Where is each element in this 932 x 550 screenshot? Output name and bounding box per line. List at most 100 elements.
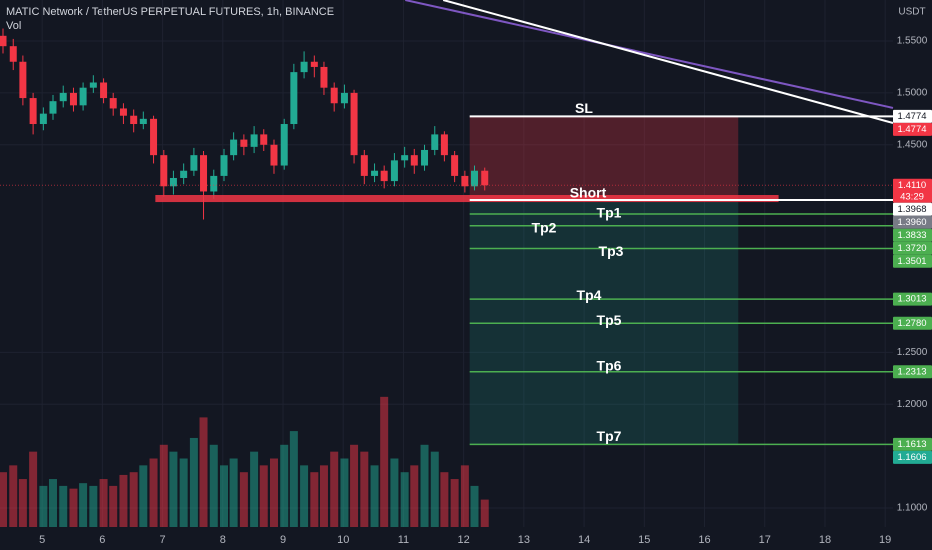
candle-body xyxy=(451,155,459,176)
volume-bar xyxy=(129,472,138,527)
x-tick-label: 11 xyxy=(398,534,409,546)
candle-body xyxy=(401,155,409,161)
volume-bar xyxy=(350,444,359,527)
price-label-box xyxy=(893,365,932,379)
volume-bar xyxy=(310,472,319,527)
volume-bar xyxy=(370,465,379,527)
candle-body xyxy=(29,98,37,125)
trendline xyxy=(405,0,894,109)
candle-body xyxy=(330,87,338,104)
candle-body xyxy=(390,160,398,182)
volume-bar xyxy=(420,444,429,527)
price-label: 1.3833 xyxy=(897,230,926,241)
candle-body xyxy=(440,134,448,156)
y-tick-label: 1.2500 xyxy=(897,347,928,358)
x-tick-label: 5 xyxy=(39,534,45,546)
x-tick-label: 19 xyxy=(879,534,891,546)
volume-bar xyxy=(400,472,409,527)
volume-bar xyxy=(0,472,8,527)
price-label-box xyxy=(893,437,932,451)
volume-bar xyxy=(450,479,459,527)
volume-bar xyxy=(39,485,48,527)
candle-body xyxy=(220,155,228,176)
volume-bar xyxy=(319,465,328,527)
volume-bar xyxy=(179,458,188,527)
volume-bar xyxy=(18,479,27,527)
candle-body xyxy=(310,61,318,67)
level-name: Tp1 xyxy=(597,205,622,221)
volume-bar xyxy=(340,458,349,527)
price-label: 1.1606 xyxy=(897,452,926,463)
price-label: 1.2780 xyxy=(897,318,926,329)
candle-body xyxy=(69,92,77,106)
volume-bar xyxy=(199,417,208,527)
candle-body xyxy=(340,92,348,104)
volume-bar xyxy=(48,479,57,527)
volume-bar xyxy=(99,479,108,527)
volume-bar xyxy=(300,465,309,527)
y-tick-label: 1.5000 xyxy=(897,88,928,99)
candle-body xyxy=(139,118,147,125)
x-tick-label: 6 xyxy=(99,534,105,546)
candle-body xyxy=(9,46,17,62)
level-name: Tp3 xyxy=(599,243,624,259)
candle-body xyxy=(169,177,177,187)
candle-body xyxy=(89,82,97,88)
volume-bar xyxy=(149,458,158,527)
candle-body xyxy=(150,118,158,156)
price-label-box xyxy=(893,292,932,306)
candle-body xyxy=(160,155,168,187)
volume-bar xyxy=(330,451,339,527)
volume-bar xyxy=(189,437,198,527)
volume-bar xyxy=(69,488,78,527)
currency-label: USDT xyxy=(898,7,925,18)
volume-bar xyxy=(119,474,128,527)
level-name: Short xyxy=(570,185,607,201)
candle-body xyxy=(0,35,7,47)
volume-bar xyxy=(9,465,18,527)
candle-body xyxy=(290,72,298,125)
volume-bar xyxy=(59,485,68,527)
candle-body xyxy=(49,101,57,114)
price-label-box xyxy=(893,178,932,203)
countdown-label: 43:29 xyxy=(900,191,924,202)
level-name: Tp6 xyxy=(597,357,622,373)
candle-body xyxy=(250,134,258,147)
candle-body xyxy=(109,98,117,109)
candle-body xyxy=(461,175,469,187)
candle-body xyxy=(270,144,278,166)
level-name: Tp2 xyxy=(532,219,557,235)
candle-body xyxy=(380,170,388,182)
level-name: Tp5 xyxy=(597,312,622,328)
price-label-box xyxy=(893,202,932,216)
price-label-box xyxy=(893,228,932,242)
volume-bar xyxy=(109,485,118,527)
price-label-box xyxy=(893,316,932,330)
candle-body xyxy=(240,139,248,147)
candle-body xyxy=(350,92,358,156)
price-label-box xyxy=(893,450,932,464)
volume-bar xyxy=(79,483,88,527)
plot-layer xyxy=(0,0,894,527)
volume-bar xyxy=(470,485,479,527)
candle-body xyxy=(481,170,489,186)
candle-body xyxy=(371,170,379,176)
risk-area xyxy=(469,116,739,200)
volume-bar xyxy=(229,458,238,527)
candle-body xyxy=(471,170,479,187)
candle-body xyxy=(79,87,87,106)
x-tick-label: 15 xyxy=(638,534,650,546)
y-tick-label: 1.5500 xyxy=(897,36,928,47)
candle-body xyxy=(410,155,418,166)
volume-bar xyxy=(380,396,389,527)
price-label-box xyxy=(893,122,932,136)
trendline xyxy=(442,0,894,124)
price-label-box xyxy=(893,254,932,268)
volume-bar xyxy=(269,458,278,527)
candle-body xyxy=(210,175,218,192)
level-name: Tp7 xyxy=(597,428,622,444)
x-tick-label: 13 xyxy=(518,534,530,546)
x-tick-label: 9 xyxy=(280,534,286,546)
price-label: 1.3720 xyxy=(897,243,926,254)
volume-bar xyxy=(289,431,298,527)
